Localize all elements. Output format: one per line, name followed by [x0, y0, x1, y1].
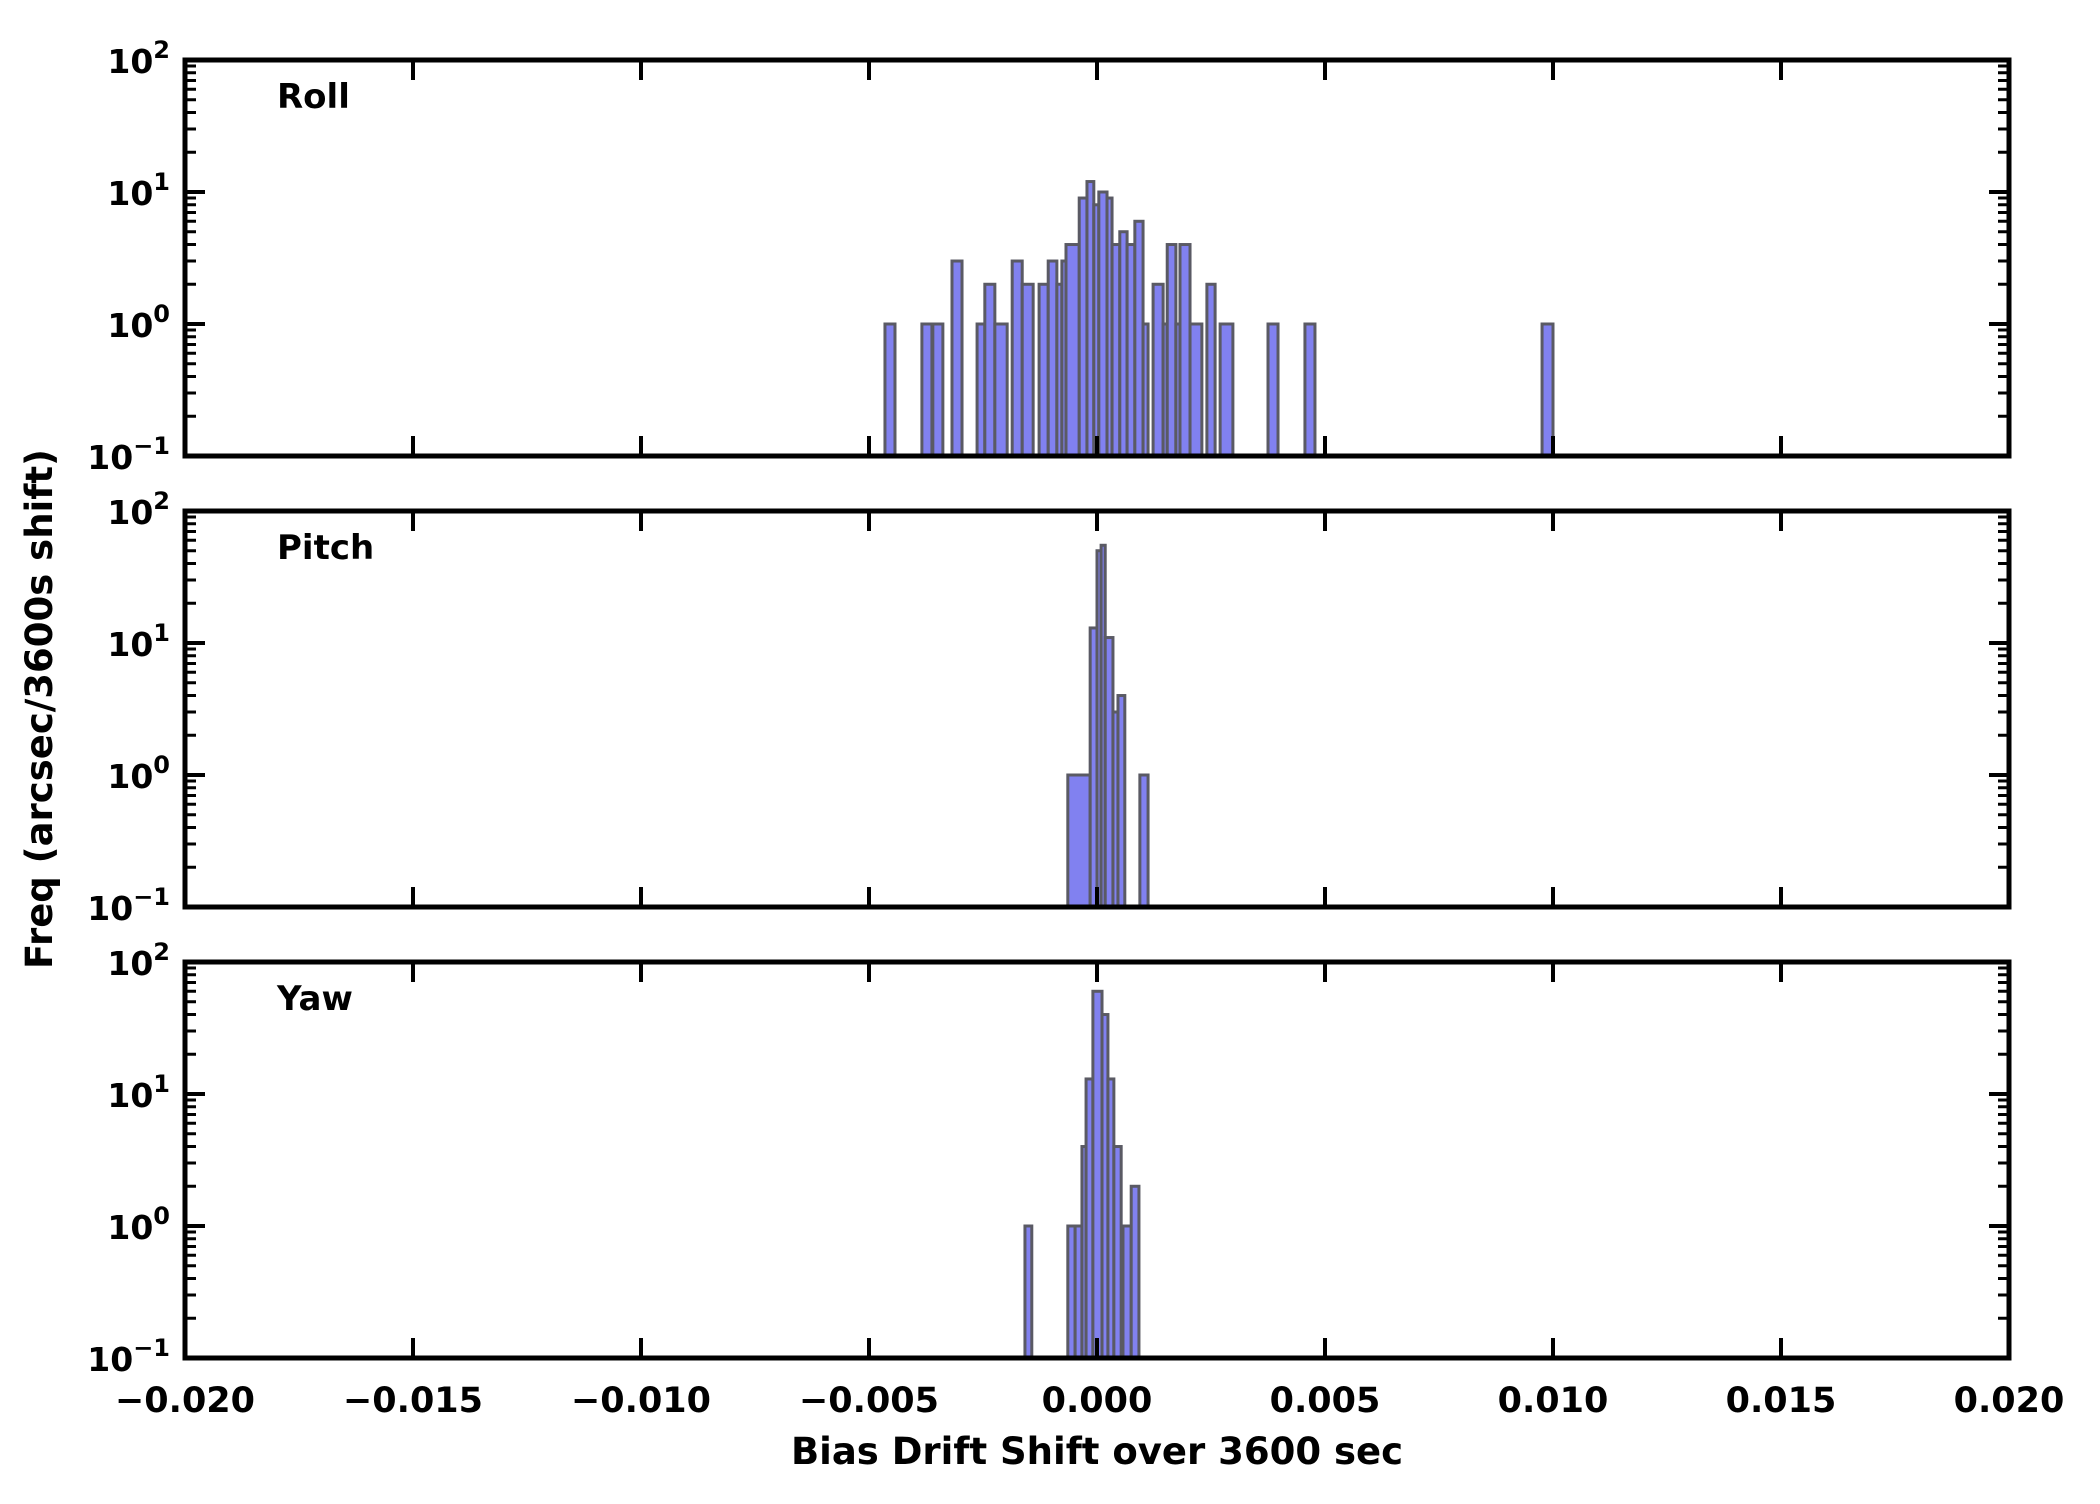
y-tick-label: 10−1 — [87, 883, 170, 928]
major-ticks — [183, 509, 2011, 909]
histogram-bar — [931, 322, 945, 458]
histogram-bar — [1178, 243, 1192, 458]
panel-pitch: 102 101 100 10−1 Pitch — [87, 487, 2012, 928]
panel-label-pitch: Pitch — [277, 528, 374, 568]
histogram-bar — [883, 322, 897, 458]
histogram-bar — [1064, 243, 1081, 458]
histogram-bar — [1218, 322, 1235, 458]
x-tick-label: 0.010 — [1498, 1381, 1609, 1421]
y-tick-labels-pitch: 102 101 100 10−1 — [87, 487, 170, 928]
y-tick-label: 10−1 — [87, 1334, 170, 1379]
minor-ticks — [185, 64, 2009, 418]
x-tick-label: −0.010 — [571, 1381, 711, 1421]
histogram-bar — [1151, 282, 1165, 458]
y-tick-label: 102 — [107, 36, 170, 81]
histogram-bar — [950, 259, 964, 458]
x-tick-label: 0.000 — [1042, 1381, 1153, 1421]
histogram-bar — [1205, 282, 1217, 458]
x-tick-label: −0.015 — [343, 1381, 483, 1421]
histogram-bar — [920, 322, 934, 458]
y-tick-label: 101 — [107, 1070, 170, 1115]
y-tick-label: 10−1 — [87, 432, 170, 477]
y-axis-label: Freq (arcsec/3600s shift) — [18, 449, 61, 969]
histogram-bar — [1266, 322, 1280, 458]
y-tick-label: 100 — [107, 751, 170, 796]
histogram-bar — [993, 322, 1009, 458]
histogram-bar — [1138, 773, 1150, 909]
y-tick-label: 102 — [107, 487, 170, 532]
y-tick-label: 101 — [107, 168, 170, 213]
histogram-bar — [1303, 322, 1317, 458]
y-tick-labels-roll: 102 101 100 10−1 — [87, 36, 170, 477]
histogram-bar — [1010, 259, 1024, 458]
x-axis-label: Bias Drift Shift over 3600 sec — [791, 1430, 1403, 1473]
histogram-bar — [983, 282, 997, 458]
panel-label-yaw: Yaw — [276, 979, 353, 1019]
y-tick-label: 101 — [107, 619, 170, 664]
y-tick-labels-yaw: 102 101 100 10−1 — [87, 938, 170, 1379]
histogram-bar — [1116, 694, 1127, 909]
y-tick-label: 102 — [107, 938, 170, 983]
histogram-bar — [1141, 322, 1150, 458]
minor-ticks — [185, 966, 2009, 1320]
histogram-bar — [1112, 1145, 1123, 1360]
histogram-bar — [1023, 1224, 1034, 1360]
major-ticks — [183, 58, 2011, 458]
x-tick-labels: −0.020 −0.015 −0.010 −0.005 0.000 0.005 0.010 0… — [115, 1381, 2064, 1421]
x-tick-label: 0.015 — [1726, 1381, 1837, 1421]
histogram-bar — [1020, 282, 1035, 458]
major-ticks — [183, 960, 2011, 1360]
minor-ticks — [185, 515, 2009, 869]
x-tick-label: 0.020 — [1954, 1381, 2065, 1421]
x-tick-label: −0.020 — [115, 1381, 255, 1421]
histogram-bar — [1188, 322, 1204, 458]
histogram-bar — [1129, 1184, 1141, 1360]
histogram-bar — [1066, 773, 1092, 909]
y-tick-label: 100 — [107, 1202, 170, 1247]
panel-label-roll: Roll — [277, 77, 350, 117]
x-tick-label: −0.005 — [799, 1381, 939, 1421]
panel-roll: 102 101 100 10−1 Roll — [87, 36, 2012, 477]
panel-yaw: 102 101 100 10−1 Yaw — [87, 938, 2012, 1379]
y-tick-label: 100 — [107, 300, 170, 345]
x-tick-label: 0.005 — [1270, 1381, 1381, 1421]
